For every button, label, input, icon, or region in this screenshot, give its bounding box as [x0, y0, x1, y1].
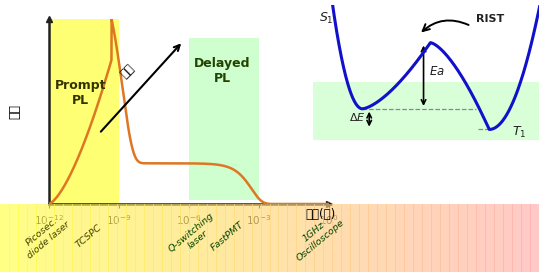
Bar — [476, 204, 486, 272]
Bar — [368, 204, 378, 272]
Bar — [18, 204, 28, 272]
Bar — [440, 204, 450, 272]
Bar — [422, 204, 432, 272]
Text: $T_1$: $T_1$ — [512, 125, 526, 140]
Bar — [9, 204, 19, 272]
Bar — [377, 204, 388, 272]
Text: 시간(초): 시간(초) — [306, 208, 336, 221]
Bar — [153, 204, 163, 272]
Text: Delayed
PL: Delayed PL — [194, 57, 251, 85]
Bar — [198, 204, 208, 272]
Bar — [225, 204, 234, 272]
Bar — [296, 204, 307, 272]
Bar — [243, 204, 253, 272]
Bar — [252, 204, 261, 272]
Bar — [27, 204, 37, 272]
Bar — [503, 204, 513, 272]
Bar — [279, 204, 288, 272]
Bar — [36, 204, 46, 272]
Bar — [467, 204, 477, 272]
Text: Picosec.
diode laser: Picosec. diode laser — [19, 212, 71, 261]
Text: 1GHz
Oscilloscope: 1GHz Oscilloscope — [288, 209, 346, 263]
Bar — [521, 204, 531, 272]
Bar — [333, 204, 342, 272]
Bar — [458, 204, 468, 272]
Bar — [287, 204, 298, 272]
Bar — [404, 204, 414, 272]
Bar — [530, 204, 539, 272]
Text: $\Delta E$: $\Delta E$ — [349, 111, 366, 123]
Bar — [512, 204, 522, 272]
Bar — [306, 204, 315, 272]
Bar — [413, 204, 423, 272]
Bar — [108, 204, 118, 272]
Text: RIST: RIST — [475, 14, 504, 24]
Bar — [63, 204, 73, 272]
Bar — [270, 204, 280, 272]
Text: Prompt
PL: Prompt PL — [55, 79, 107, 107]
Bar — [189, 38, 259, 200]
Bar — [314, 204, 324, 272]
Bar — [90, 204, 100, 272]
Text: $S_1$: $S_1$ — [320, 11, 334, 26]
Bar — [323, 204, 334, 272]
Bar — [395, 204, 405, 272]
Text: $Ea$: $Ea$ — [429, 65, 445, 78]
Bar — [171, 204, 181, 272]
Bar — [233, 204, 244, 272]
Bar — [386, 204, 396, 272]
Bar — [313, 82, 539, 140]
Text: FastPMT: FastPMT — [209, 220, 245, 252]
Bar — [431, 204, 441, 272]
Bar — [72, 204, 82, 272]
Bar — [360, 204, 369, 272]
Bar — [0, 204, 10, 272]
Bar — [81, 204, 91, 272]
Bar — [162, 204, 172, 272]
Bar — [45, 204, 55, 272]
Text: TCSPC: TCSPC — [74, 223, 103, 249]
Bar — [449, 204, 459, 272]
Bar — [260, 204, 271, 272]
Bar — [189, 204, 199, 272]
Text: 온도: 온도 — [9, 104, 22, 119]
Bar — [341, 204, 351, 272]
Bar — [117, 204, 127, 272]
Bar — [350, 204, 361, 272]
Bar — [485, 204, 495, 272]
Bar — [126, 204, 136, 272]
Text: Q-switching
laser: Q-switching laser — [167, 211, 222, 262]
Bar — [494, 204, 504, 272]
Bar — [216, 204, 226, 272]
Bar — [206, 204, 217, 272]
Bar — [179, 204, 190, 272]
Bar — [144, 204, 154, 272]
Text: 세기: 세기 — [118, 61, 136, 80]
Bar — [49, 19, 119, 204]
Bar — [135, 204, 145, 272]
Bar — [99, 204, 109, 272]
Bar — [54, 204, 64, 272]
